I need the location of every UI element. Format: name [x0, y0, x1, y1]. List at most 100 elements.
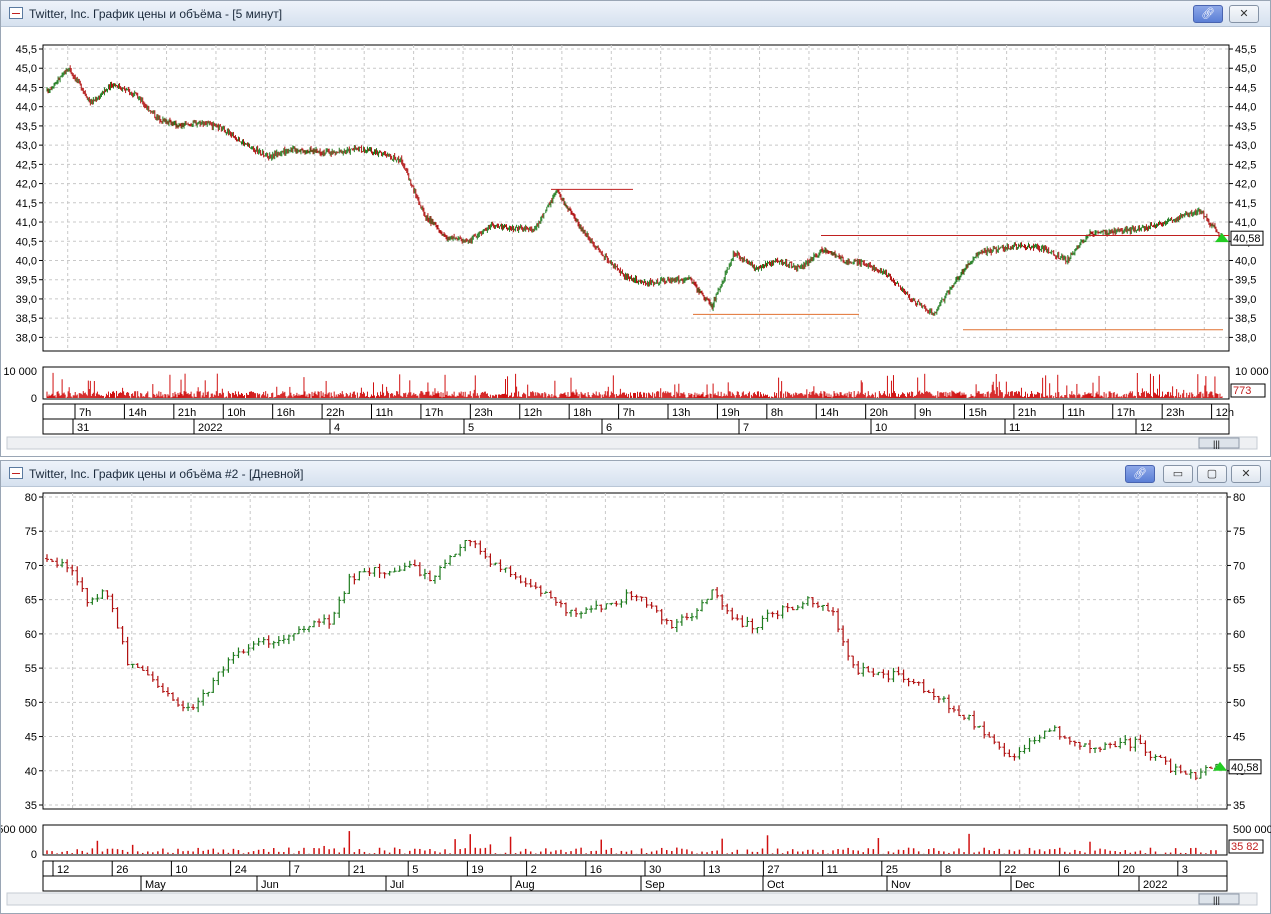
time-label: 11 — [827, 864, 838, 876]
price-label-right: 41,0 — [1235, 217, 1256, 229]
price-label-right: 60 — [1233, 629, 1245, 641]
price-label-left: 60 — [25, 629, 37, 641]
date-label: 2022 — [1143, 879, 1167, 891]
price-label-left: 50 — [25, 697, 37, 709]
restore-button[interactable]: ▢ — [1197, 465, 1227, 483]
price-label-left: 70 — [25, 560, 37, 572]
date-label: Sep — [645, 879, 665, 891]
time-label: 6 — [1063, 864, 1069, 876]
time-label: 25 — [886, 864, 898, 876]
date-label: Jul — [390, 879, 404, 891]
price-label-left: 45 — [25, 732, 37, 744]
last-volume-label: 773 — [1233, 385, 1251, 397]
scrollbar-grip: ||| — [1213, 895, 1220, 905]
price-label-left: 65 — [25, 595, 37, 607]
date-label: May — [145, 879, 166, 891]
titlebar[interactable]: Twitter, Inc. График цены и объёма - [5 … — [1, 1, 1270, 27]
time-label: 14h — [820, 407, 838, 419]
price-label-left: 40,5 — [16, 236, 37, 248]
price-label-right: 75 — [1233, 526, 1245, 538]
date-label: 2022 — [198, 422, 222, 434]
price-label-right: 38,0 — [1235, 332, 1256, 344]
price-label-left: 41,0 — [16, 217, 37, 229]
price-label-left: 45,0 — [16, 63, 37, 75]
time-label: 18h — [573, 407, 591, 419]
price-panel — [42, 44, 1230, 352]
link-button[interactable]: 🔗︎ — [1125, 465, 1155, 483]
date-label: 31 — [77, 422, 89, 434]
titlebar[interactable]: Twitter, Inc. График цены и объёма #2 - … — [1, 461, 1270, 487]
time-label: 12 — [57, 864, 69, 876]
close-button[interactable]: ✕ — [1229, 5, 1259, 23]
price-label-left: 44,0 — [16, 102, 37, 114]
scrollbar-thumb[interactable] — [1198, 893, 1240, 905]
link-button[interactable]: 🔗︎ — [1193, 5, 1223, 23]
time-label: 12h — [524, 407, 542, 419]
last-price-marker-icon — [1215, 233, 1229, 243]
price-label-left: 43,5 — [16, 121, 37, 133]
date-label: 5 — [468, 422, 474, 434]
price-label-left: 39,0 — [16, 294, 37, 306]
window-5min-chart[interactable]: Twitter, Inc. График цены и объёма - [5 … — [0, 0, 1271, 457]
time-label: 22 — [1004, 864, 1016, 876]
price-label-left: 41,5 — [16, 198, 37, 210]
time-label: 23h — [474, 407, 492, 419]
volume-label-left: 500 000 — [1, 824, 37, 836]
time-label: 8h — [771, 407, 783, 419]
price-label-left: 43,0 — [16, 140, 37, 152]
price-label-right: 43,0 — [1235, 140, 1256, 152]
time-label: 13h — [672, 407, 690, 419]
price-label-left: 80 — [25, 492, 37, 504]
close-icon: ✕ — [1241, 468, 1251, 480]
window-title: Twitter, Inc. График цены и объёма - [5 … — [29, 7, 283, 21]
price-label-right: 42,0 — [1235, 179, 1256, 191]
window-daily-chart[interactable]: Twitter, Inc. График цены и объёма #2 - … — [0, 460, 1271, 914]
price-label-left: 75 — [25, 526, 37, 538]
price-volume-chart-5min[interactable]: 45,5 45,5 45,0 45,0 44,5 44,5 44,0 44,0 43,5 43,5… — [1, 27, 1271, 457]
window-title: Twitter, Inc. График цены и объёма #2 - … — [29, 467, 304, 481]
price-label-left: 44,5 — [16, 82, 37, 94]
close-button[interactable]: ✕ — [1231, 465, 1261, 483]
price-label-right: 45 — [1233, 732, 1245, 744]
time-label: 15h — [969, 407, 987, 419]
price-label-left: 35 — [25, 800, 37, 812]
date-label: Aug — [515, 879, 535, 891]
volume-zero-label: 0 — [31, 393, 37, 405]
price-label-right: 44,5 — [1235, 82, 1256, 94]
date-label: 12 — [1140, 422, 1152, 434]
price-label-right: 38,5 — [1235, 313, 1256, 325]
date-label: 6 — [606, 422, 612, 434]
time-label: 19 — [471, 864, 483, 876]
price-label-left: 39,5 — [16, 275, 37, 287]
link-icon: 🔗︎ — [1133, 468, 1147, 480]
price-label-left: 42,5 — [16, 159, 37, 171]
price-panel — [42, 492, 1228, 810]
time-label: 20 — [1123, 864, 1135, 876]
date-label: 4 — [334, 422, 340, 434]
time-label: 23h — [1166, 407, 1184, 419]
price-label-left: 42,0 — [16, 179, 37, 191]
price-label-right: 80 — [1233, 492, 1245, 504]
last-volume-box — [1228, 839, 1264, 854]
chart-app-icon — [9, 467, 23, 479]
time-label: 22h — [326, 407, 344, 419]
price-label-right: 55 — [1233, 663, 1245, 675]
time-label: 12h — [1216, 407, 1234, 419]
volume-label-right: 10 000 — [1235, 366, 1269, 378]
time-label: 20h — [870, 407, 888, 419]
last-price-label: 40,58 — [1233, 233, 1261, 245]
price-label-left: 40 — [25, 766, 37, 778]
minimize-button[interactable]: ▭ — [1163, 465, 1193, 483]
time-label: 11h — [1067, 407, 1085, 419]
time-label: 27 — [767, 864, 779, 876]
scrollbar-thumb[interactable] — [1198, 437, 1240, 449]
price-label-left: 38,0 — [16, 332, 37, 344]
time-label: 17h — [425, 407, 443, 419]
price-label-left: 45,5 — [16, 44, 37, 56]
time-label: 2 — [531, 864, 537, 876]
price-volume-chart-daily[interactable]: 8080757570706565606055555050454540403535… — [1, 487, 1271, 913]
time-label: 7h — [623, 407, 635, 419]
time-label: 13 — [708, 864, 720, 876]
time-label: 8 — [945, 864, 951, 876]
volume-label-right: 500 000 — [1233, 824, 1271, 836]
